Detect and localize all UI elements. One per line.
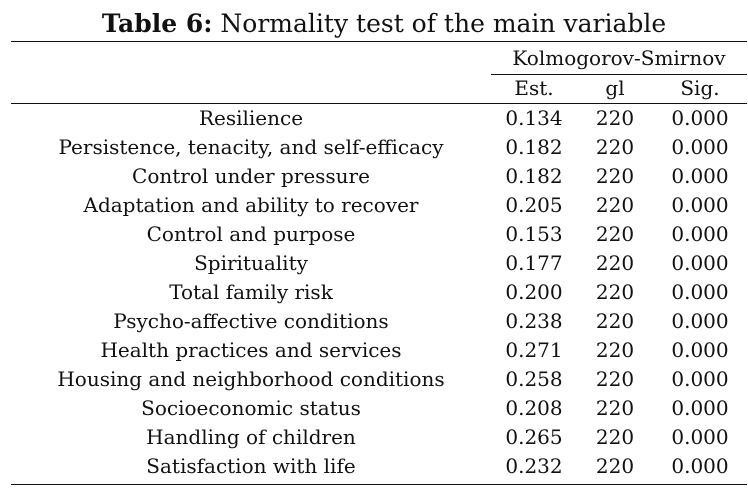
row-label: Health practices and services [100, 338, 402, 362]
cell-est: 0.232 [505, 454, 563, 478]
cell-sig: 0.000 [671, 338, 729, 362]
cell-gl: 220 [595, 309, 635, 333]
cell-gl: 220 [595, 135, 635, 159]
cell-est: 0.134 [505, 106, 563, 130]
column-header-sig: Sig. [680, 76, 720, 100]
cell-gl: 220 [595, 454, 635, 478]
cell-gl: 220 [595, 222, 635, 246]
table-row: Adaptation and ability to recover 0.205 22… [11, 191, 747, 220]
table-row: Spirituality 0.177 220 0.000 [11, 249, 747, 278]
cell-gl: 220 [595, 396, 635, 420]
cell-est: 0.177 [505, 251, 563, 275]
cell-gl: 220 [595, 164, 635, 188]
table-body: Resilience 0.134 220 0.000 Persistence, tena… [11, 104, 747, 481]
row-label: Spirituality [194, 251, 308, 275]
cell-est: 0.205 [505, 193, 563, 217]
cell-sig: 0.000 [671, 454, 729, 478]
table-caption: Table 6: Normality test of the main vari… [0, 9, 748, 39]
table-row: Psycho-affective conditions 0.238 220 0.000 [11, 307, 747, 336]
table-row: Total family risk 0.200 220 0.000 [11, 278, 747, 307]
table-row: Control and purpose 0.153 220 0.000 [11, 220, 747, 249]
cell-sig: 0.000 [671, 106, 729, 130]
table-row: Control under pressure 0.182 220 0.000 [11, 162, 747, 191]
cell-gl: 220 [595, 280, 635, 304]
row-label: Psycho-affective conditions [113, 309, 389, 333]
table-caption-text: Normality test of the main variable [220, 9, 667, 38]
cell-sig: 0.000 [671, 425, 729, 449]
cell-est: 0.265 [505, 425, 563, 449]
cell-sig: 0.000 [671, 164, 729, 188]
cell-gl: 220 [595, 367, 635, 391]
cell-sig: 0.000 [671, 367, 729, 391]
column-header-rule [11, 103, 747, 104]
cell-sig: 0.000 [671, 280, 729, 304]
row-label: Total family risk [169, 280, 333, 304]
cell-est: 0.208 [505, 396, 563, 420]
row-label: Housing and neighborhood conditions [57, 367, 445, 391]
table-row: Persistence, tenacity, and self-efficacy… [11, 133, 747, 162]
row-label: Resilience [198, 106, 304, 130]
cell-est: 0.182 [505, 164, 563, 188]
cell-gl: 220 [595, 193, 635, 217]
table-row: Health practices and services 0.271 220 0.0… [11, 336, 747, 365]
cell-gl: 220 [595, 338, 635, 362]
table-caption-label: Table 6: [101, 9, 213, 38]
cell-est: 0.182 [505, 135, 563, 159]
cell-est: 0.153 [505, 222, 563, 246]
table-row: Handling of children 0.265 220 0.000 [11, 423, 747, 452]
row-label: Adaptation and ability to recover [83, 193, 419, 217]
cell-gl: 220 [595, 106, 635, 130]
column-header-est: Est. [514, 76, 554, 100]
row-label: Persistence, tenacity, and self-efficacy [58, 135, 444, 159]
row-label: Control and purpose [146, 222, 356, 246]
cell-est: 0.200 [505, 280, 563, 304]
row-label: Handling of children [146, 425, 356, 449]
cell-sig: 0.000 [671, 135, 729, 159]
cell-est: 0.271 [505, 338, 563, 362]
cell-est: 0.238 [505, 309, 563, 333]
table-top-rule [11, 41, 747, 42]
cell-sig: 0.000 [671, 222, 729, 246]
row-label: Control under pressure [132, 164, 370, 188]
group-header-kolmogorov-smirnov: Kolmogorov-Smirnov [512, 46, 726, 70]
column-header-gl: gl [605, 76, 625, 100]
cell-gl: 220 [595, 425, 635, 449]
cell-est: 0.258 [505, 367, 563, 391]
cell-sig: 0.000 [671, 251, 729, 275]
table-row: Socioeconomic status 0.208 220 0.000 [11, 394, 747, 423]
table-row: Satisfaction with life 0.232 220 0.000 [11, 452, 747, 481]
cell-gl: 220 [595, 251, 635, 275]
cell-sig: 0.000 [671, 309, 729, 333]
row-label: Satisfaction with life [146, 454, 356, 478]
row-label: Socioeconomic status [141, 396, 361, 420]
group-header-rule [491, 74, 747, 75]
table-row: Resilience 0.134 220 0.000 [11, 104, 747, 133]
table-bottom-rule [11, 484, 747, 485]
table-row: Housing and neighborhood conditions 0.258… [11, 365, 747, 394]
cell-sig: 0.000 [671, 193, 729, 217]
cell-sig: 0.000 [671, 396, 729, 420]
